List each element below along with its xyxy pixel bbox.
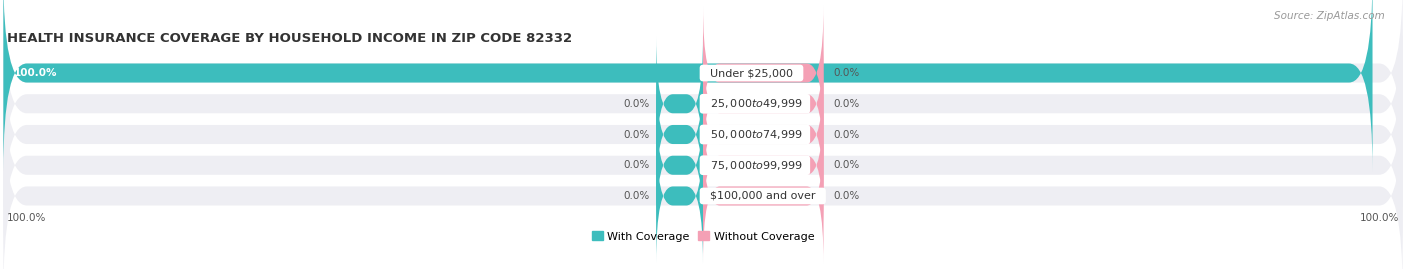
FancyBboxPatch shape [703, 36, 824, 171]
Text: 0.0%: 0.0% [834, 68, 860, 78]
FancyBboxPatch shape [657, 36, 703, 171]
Text: 0.0%: 0.0% [623, 160, 650, 170]
FancyBboxPatch shape [3, 67, 1403, 263]
Text: 0.0%: 0.0% [623, 191, 650, 201]
Text: 0.0%: 0.0% [834, 129, 860, 140]
FancyBboxPatch shape [703, 98, 824, 233]
Text: $25,000 to $49,999: $25,000 to $49,999 [703, 97, 807, 110]
FancyBboxPatch shape [3, 0, 1372, 171]
Text: 0.0%: 0.0% [623, 99, 650, 109]
FancyBboxPatch shape [657, 98, 703, 233]
Text: Under $25,000: Under $25,000 [703, 68, 800, 78]
FancyBboxPatch shape [657, 129, 703, 263]
Text: $50,000 to $74,999: $50,000 to $74,999 [703, 128, 807, 141]
Text: $100,000 and over: $100,000 and over [703, 191, 823, 201]
Text: 0.0%: 0.0% [834, 160, 860, 170]
FancyBboxPatch shape [703, 6, 824, 140]
FancyBboxPatch shape [703, 67, 824, 202]
Text: Source: ZipAtlas.com: Source: ZipAtlas.com [1274, 11, 1385, 21]
Text: 0.0%: 0.0% [834, 99, 860, 109]
Text: 100.0%: 100.0% [14, 68, 56, 78]
Text: HEALTH INSURANCE COVERAGE BY HOUSEHOLD INCOME IN ZIP CODE 82332: HEALTH INSURANCE COVERAGE BY HOUSEHOLD I… [7, 32, 572, 45]
FancyBboxPatch shape [3, 6, 1403, 202]
FancyBboxPatch shape [703, 129, 824, 263]
Text: $75,000 to $99,999: $75,000 to $99,999 [703, 159, 807, 172]
Text: 0.0%: 0.0% [834, 191, 860, 201]
Text: 100.0%: 100.0% [7, 213, 46, 223]
FancyBboxPatch shape [3, 98, 1403, 269]
Text: 0.0%: 0.0% [623, 129, 650, 140]
FancyBboxPatch shape [3, 0, 1403, 171]
Text: 100.0%: 100.0% [1360, 213, 1399, 223]
FancyBboxPatch shape [3, 36, 1403, 233]
FancyBboxPatch shape [657, 67, 703, 202]
Legend: With Coverage, Without Coverage: With Coverage, Without Coverage [588, 227, 818, 246]
